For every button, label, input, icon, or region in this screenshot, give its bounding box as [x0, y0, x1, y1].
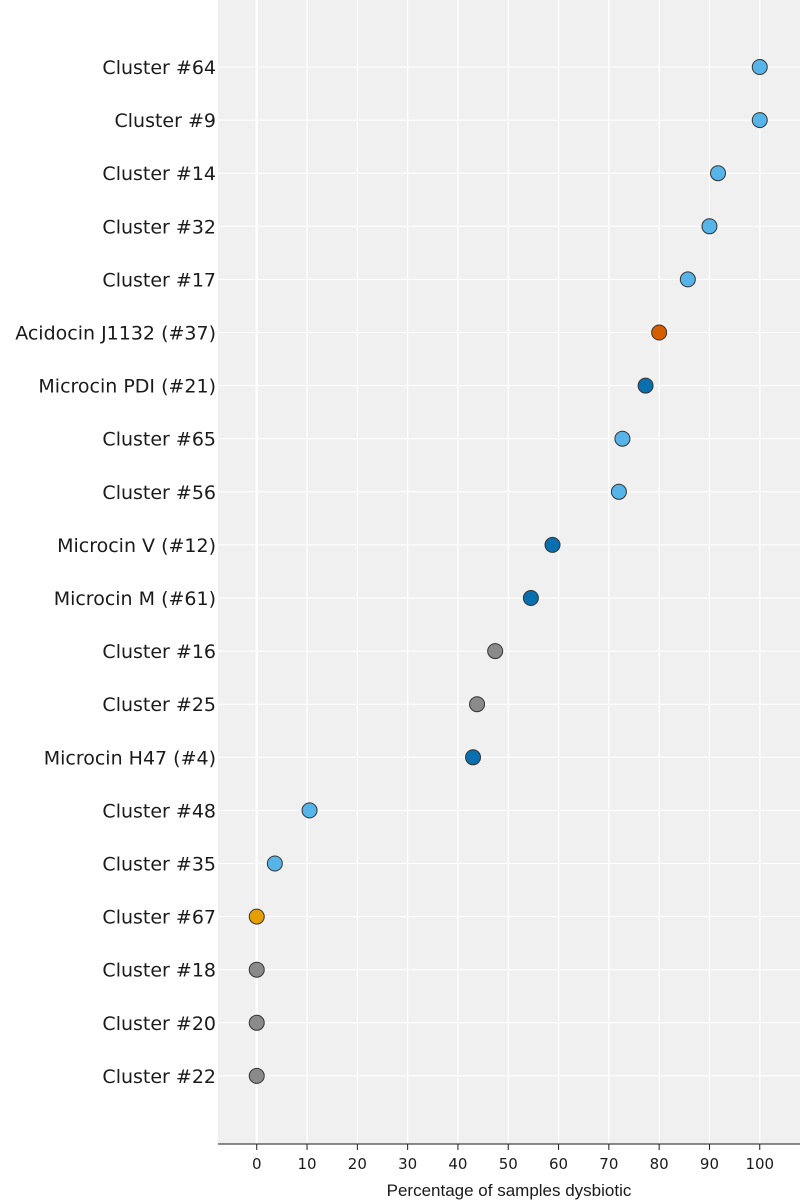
data-point [469, 696, 486, 713]
x-tick-label: 50 [499, 1155, 518, 1173]
data-point [751, 59, 768, 75]
category-label: Acidocin J1132 (#37) [15, 323, 216, 345]
category-label: Cluster #56 [102, 482, 216, 504]
category-labels: Cluster #64 Cluster #9 Cluster #14 Cluster … [15, 57, 216, 1088]
horizontal-gridlines [218, 66, 800, 1077]
x-tick-label: 60 [549, 1155, 568, 1173]
category-label: Cluster #48 [102, 800, 216, 822]
category-label: Microcin PDI (#21) [38, 376, 216, 398]
data-point [751, 112, 768, 129]
x-axis-title: Percentage of samples dysbiotic [387, 1181, 632, 1200]
vertical-gridlines [255, 0, 761, 1144]
category-label: Microcin V (#12) [57, 535, 216, 557]
category-label: Cluster #32 [102, 216, 216, 238]
data-point [248, 961, 265, 978]
category-label: Microcin M (#61) [54, 588, 216, 610]
data-point [487, 643, 504, 660]
x-tick-label: 70 [599, 1155, 618, 1173]
x-tick-label: 90 [700, 1155, 719, 1173]
x-tick-label: 10 [297, 1155, 316, 1173]
data-point [610, 483, 627, 500]
data-points [248, 59, 768, 1084]
category-label: Cluster #17 [102, 269, 216, 291]
data-point [651, 324, 668, 341]
category-label: Cluster #18 [102, 960, 216, 982]
x-axis-ticks: 0 10 20 30 40 50 60 70 80 90 100 [252, 1144, 774, 1173]
category-label: Cluster #14 [102, 163, 216, 185]
category-label: Cluster #20 [102, 1013, 216, 1035]
x-tick-label: 80 [650, 1155, 669, 1173]
category-label: Cluster #9 [115, 110, 217, 132]
x-tick-label: 30 [398, 1155, 417, 1173]
data-point [248, 1014, 265, 1031]
plot-background [218, 0, 800, 1144]
category-label: Cluster #22 [102, 1066, 216, 1088]
category-label: Cluster #64 [102, 57, 216, 79]
data-point [248, 908, 265, 925]
data-point [701, 218, 718, 235]
x-tick-label: 100 [745, 1155, 774, 1173]
data-point [266, 855, 283, 872]
data-point [710, 165, 727, 182]
category-label: Cluster #67 [102, 907, 216, 929]
category-label: Microcin H47 (#4) [44, 747, 216, 769]
category-label: Cluster #25 [102, 694, 216, 716]
data-point [679, 271, 696, 288]
data-point [522, 590, 539, 606]
data-point [544, 536, 561, 553]
category-label: Cluster #16 [102, 641, 216, 663]
data-point [637, 377, 654, 394]
category-label: Cluster #35 [102, 854, 216, 876]
data-point [248, 1067, 265, 1084]
data-point [614, 430, 631, 447]
data-point [465, 749, 482, 766]
x-tick-label: 0 [252, 1155, 262, 1173]
data-point [301, 802, 318, 819]
x-tick-label: 20 [348, 1155, 367, 1173]
x-tick-label: 40 [448, 1155, 467, 1173]
category-label: Cluster #65 [102, 429, 216, 451]
